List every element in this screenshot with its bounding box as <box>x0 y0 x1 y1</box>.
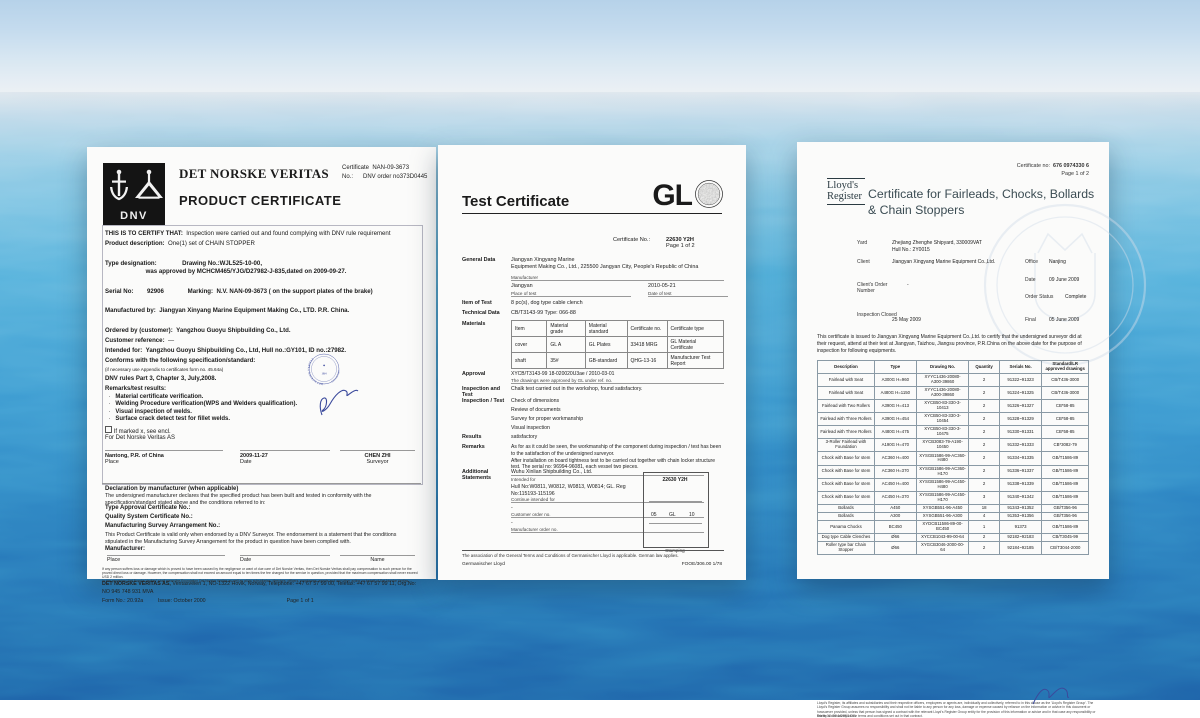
svg-text:SHANGHAI: SHANGHAI <box>330 370 340 383</box>
svg-text:DET NORSKE VERITAS: DET NORSKE VERITAS <box>307 357 323 386</box>
svg-text:1864: 1864 <box>321 372 327 375</box>
svg-text:◆: ◆ <box>322 364 325 367</box>
